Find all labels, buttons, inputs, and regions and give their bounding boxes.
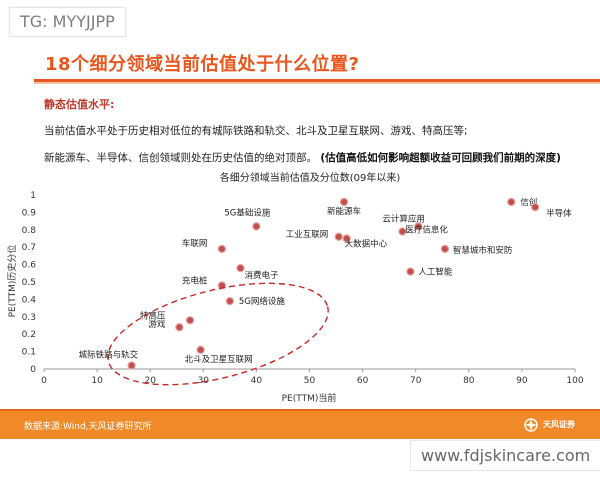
data-point <box>185 316 195 325</box>
paragraph-high-valuation-text: 新能源车、半导体、信创领域则处在历史估值的绝对顶部。 <box>44 152 317 164</box>
x-tick-label: 40 <box>251 376 263 386</box>
data-label: 新能源车 <box>327 206 361 217</box>
data-label: 特高压 <box>140 310 166 321</box>
x-tick-label: 30 <box>198 376 210 386</box>
data-label: 工业互联网 <box>286 229 329 240</box>
data-point <box>217 244 227 254</box>
header-band <box>23 44 600 78</box>
data-point <box>530 202 540 212</box>
data-label: 医疗信息化 <box>405 224 448 235</box>
data-point <box>196 345 205 355</box>
y-tick-label: 0 <box>30 365 36 375</box>
data-point <box>406 267 415 276</box>
data-label: 大数据中心 <box>345 239 388 250</box>
data-point <box>175 323 184 332</box>
y-tick-label: 0.3 <box>22 313 36 323</box>
data-label: 游戏 <box>148 319 166 330</box>
subhead: 静态估值水平: <box>44 98 115 111</box>
x-tick-label: 50 <box>304 376 316 386</box>
x-tick-label: 100 <box>566 376 583 386</box>
chart-marks: 城际铁路与轨交 北斗及卫星互联网游戏特高压5G网络设施充电桩消费电子车联网5G基础… <box>79 197 572 370</box>
logo-text: 天风证券 <box>543 420 575 429</box>
data-label: 5G网络设施 <box>239 296 285 307</box>
data-label: 智慧城市和安防 <box>453 245 513 256</box>
y-axis-label: PE(TTM)历史分位 <box>6 245 18 318</box>
data-point <box>225 296 235 306</box>
footer-band <box>0 409 600 439</box>
data-label: 云计算应用 <box>382 214 425 225</box>
url-tag: www.fdjskincare.com <box>410 440 600 471</box>
data-point <box>398 227 407 236</box>
data-label: 充电桩 <box>182 275 208 286</box>
y-tick-label: 0.4 <box>22 295 37 305</box>
paragraph-high-valuation-note: (估值高低如何影响超额收益可回顾我们前期的深度) <box>320 152 561 164</box>
header-rule-light <box>34 82 600 84</box>
data-point <box>342 234 351 243</box>
x-tick-label: 60 <box>357 376 369 386</box>
x-tick-label: 20 <box>144 376 156 386</box>
footer-band-edge <box>0 409 600 411</box>
y-tick-label: 0.5 <box>22 278 36 288</box>
y-tick-label: 0.2 <box>22 330 36 340</box>
x-tick-label: 70 <box>410 376 422 386</box>
x-tick-label: 0 <box>41 376 47 386</box>
data-label: 消费电子 <box>244 270 279 281</box>
y-tick-label: 0.9 <box>22 208 37 218</box>
data-point <box>236 263 245 273</box>
data-point <box>127 361 136 370</box>
paragraph-high-valuation: 新能源车、半导体、信创领域则处在历史估值的绝对顶部。 (估值高低如何影响超额收益… <box>44 150 561 165</box>
scatter-chart: 各细分领域当前估值及分位数(09年以来) 0 10 20 30 40 50 60 70 80 90… <box>6 171 584 404</box>
data-point <box>334 232 343 241</box>
y-tick-label: 0.6 <box>22 261 37 271</box>
data-point <box>507 197 516 207</box>
chart-axes: 0 10 20 30 40 50 60 70 80 90 100 0 0.1 0.2 0.3 0.4 0.5 0.… <box>22 191 584 386</box>
y-tick-label: 0.7 <box>22 243 36 253</box>
tg-tag: TG: MYYJJPP <box>9 7 126 37</box>
data-source: 数据来源:Wind,天风证券研究所 <box>24 422 152 432</box>
y-tick-label: 0.8 <box>22 226 37 236</box>
data-point <box>414 222 423 231</box>
data-point <box>440 244 450 254</box>
data-label: 5G基础设施 <box>224 207 270 218</box>
x-tick-label: 90 <box>516 376 528 386</box>
header-rule <box>34 79 600 82</box>
paragraph-low-valuation: 当前估值水平处于历史相对低位的有城际铁路和轨交、北斗及卫星互联网、游戏、特高压等… <box>44 125 468 137</box>
data-label: 北斗及卫星互联网 <box>185 355 253 365</box>
y-tick-label: 1 <box>30 191 36 201</box>
x-tick-label: 10 <box>91 376 103 386</box>
data-label: 车联网 <box>182 238 208 249</box>
data-label: 人工智能 <box>418 267 453 278</box>
tianfeng-logo-icon <box>524 418 538 432</box>
chart-title: 各细分领域当前估值及分位数(09年以来) <box>220 171 401 184</box>
page-title: 18个细分领域当前估值处于什么位置? <box>45 54 360 75</box>
x-axis-label: PE(TTM)当前 <box>282 392 337 404</box>
data-label: 半导体 <box>546 208 572 219</box>
data-point <box>252 222 261 231</box>
y-tick-label: 0.1 <box>22 348 36 358</box>
x-tick-label: 80 <box>463 376 475 386</box>
data-label: 信创 <box>520 197 537 208</box>
data-point <box>339 197 349 207</box>
